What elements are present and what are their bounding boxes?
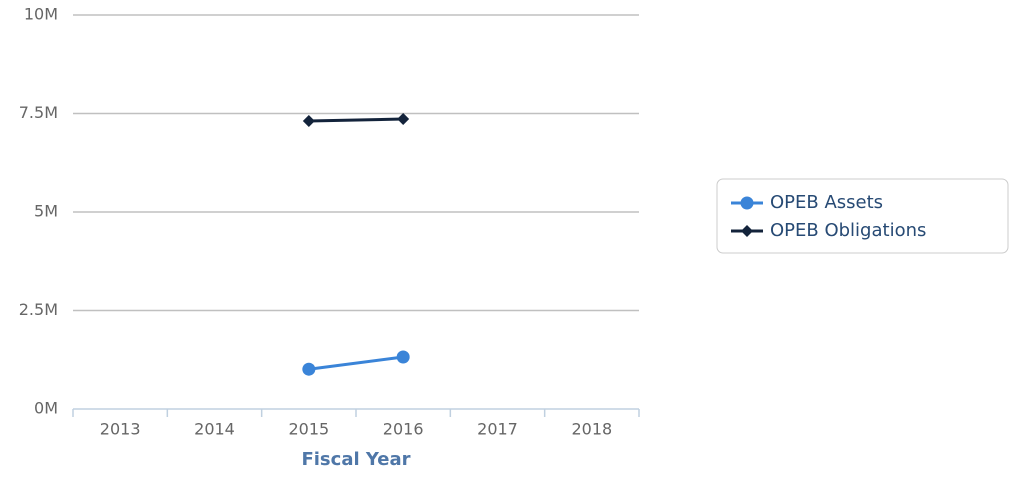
x-tick-label: 2018	[571, 420, 612, 439]
series-line	[308, 117, 404, 123]
y-tick-label: 0M	[34, 399, 58, 418]
legend-box	[716, 178, 1009, 254]
x-tick-label: 2014	[194, 420, 235, 439]
y-tick-label: 2.5M	[19, 300, 58, 319]
x-axis-title: Fiscal Year	[301, 449, 410, 470]
point	[741, 225, 753, 237]
legend-label: OPEB Assets	[770, 192, 883, 213]
point	[302, 114, 315, 127]
y-tick-label: 5M	[34, 202, 58, 221]
x-tick-label: 2015	[288, 420, 329, 439]
y-tick-label: 7.5M	[19, 103, 58, 122]
point	[740, 196, 754, 210]
legend-label: OPEB Obligations	[770, 220, 926, 241]
x-tick-label: 2016	[383, 420, 424, 439]
point	[302, 362, 316, 376]
point	[396, 350, 410, 364]
y-tick-label: 10M	[24, 5, 58, 24]
x-tick-label: 2017	[477, 420, 518, 439]
x-tick-label: 2013	[100, 420, 141, 439]
series-line	[308, 355, 404, 371]
point	[397, 113, 410, 126]
